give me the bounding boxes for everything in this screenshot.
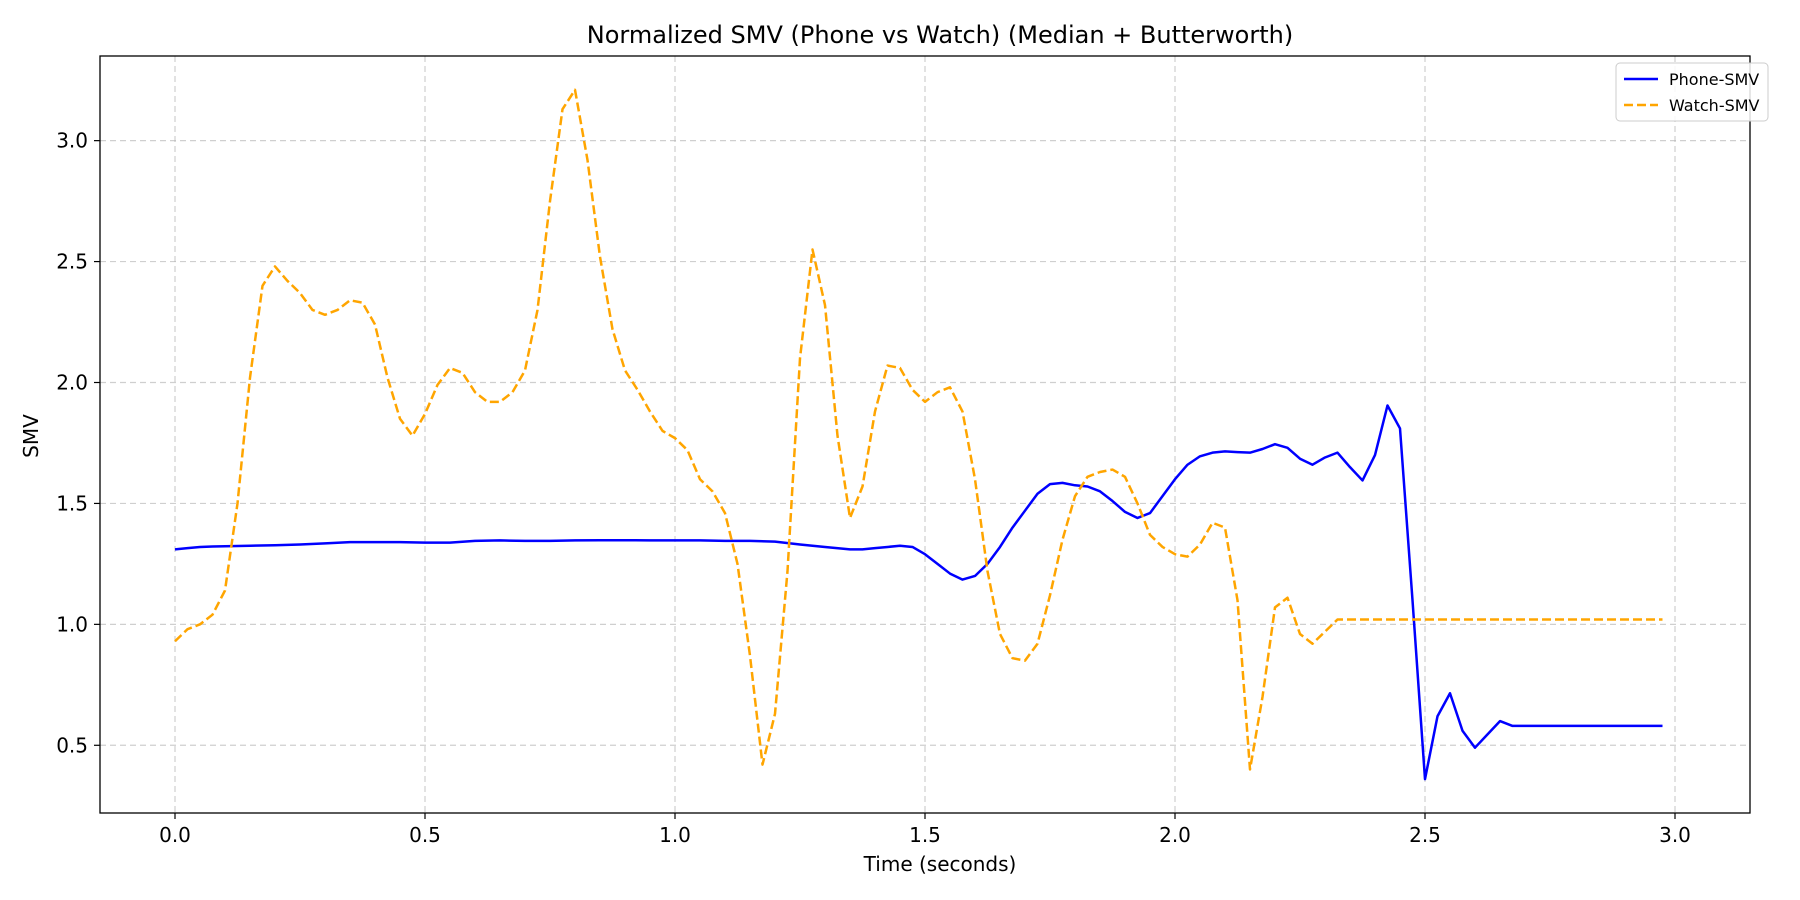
x-axis-ticks: 0.0 0.5 1.0 1.5 2.0 2.5 3.0 [159,813,1691,847]
x-tick-label: 2.0 [1159,823,1191,847]
x-tick-label: 0.0 [159,823,191,847]
series-line-phone-smv [174,404,1663,781]
series-lines [174,88,1663,781]
y-tick-label: 3.0 [56,129,88,153]
x-axis-label: Time (seconds) [863,852,1017,876]
y-tick-label: 2.0 [56,371,88,395]
x-tick-label: 2.5 [1409,823,1441,847]
legend: Phone-SMV Watch-SMV [1615,62,1769,122]
legend-label-phone-smv: Phone-SMV [1669,70,1759,89]
y-axis-ticks: 0.5 1.0 1.5 2.0 2.5 3.0 [56,129,100,757]
x-tick-label: 0.5 [409,823,441,847]
x-tick-label: 1.5 [909,823,941,847]
y-tick-label: 1.5 [56,491,88,515]
y-tick-label: 2.5 [56,250,88,274]
series-line-watch-smv [174,88,1663,771]
x-tick-label: 3.0 [1659,823,1691,847]
grid [100,56,1750,813]
y-tick-label: 0.5 [56,733,88,757]
y-tick-label: 1.0 [56,612,88,636]
chart-title: Normalized SMV (Phone vs Watch) (Median … [587,21,1293,49]
legend-label-watch-smv: Watch-SMV [1669,96,1760,115]
x-tick-label: 1.0 [659,823,691,847]
y-axis-label: SMV [19,414,43,458]
legend-box [1615,62,1769,122]
